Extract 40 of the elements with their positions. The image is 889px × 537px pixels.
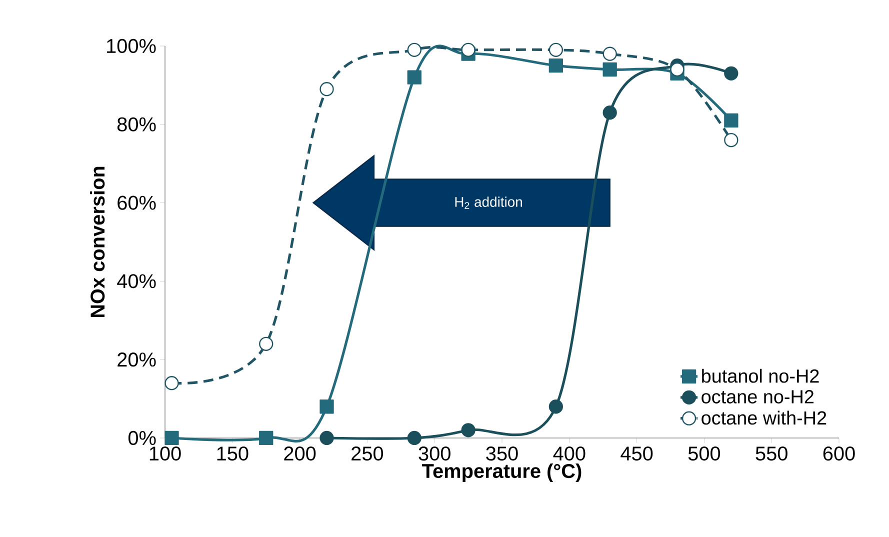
point: [670, 62, 684, 77]
x-tick-label: 200: [284, 446, 316, 461]
point: [548, 400, 563, 414]
point: [407, 70, 422, 84]
x-tick-label: 600: [823, 446, 855, 461]
point: [164, 430, 179, 446]
x-tick-label: 450: [620, 446, 653, 461]
legend-label: octane with-H2: [702, 410, 826, 425]
x-tick-label: 550: [756, 446, 788, 461]
x-tick-label: 100: [150, 446, 181, 461]
legend-label: octane no-H2: [702, 390, 814, 404]
x-tick-label: 400: [553, 446, 586, 461]
point: [602, 62, 617, 77]
y-tick-label: 0%: [128, 430, 156, 446]
point: [461, 42, 476, 57]
annotation: H$_{2}$ addition: [455, 196, 522, 209]
point: [259, 430, 274, 446]
y-tick-label: 100%: [107, 38, 156, 54]
point: [548, 42, 563, 57]
x-tick-label: 350: [486, 446, 518, 461]
x-tick-label: 300: [418, 446, 450, 461]
y-tick-label: 80%: [117, 117, 156, 132]
point: [724, 113, 738, 128]
point: [548, 58, 563, 73]
x-tick-label: 250: [352, 446, 384, 461]
y-tick-label: 20%: [118, 352, 156, 367]
point: [407, 430, 422, 446]
point: [724, 66, 738, 80]
point: [320, 430, 334, 446]
point: [320, 82, 334, 96]
x-tick-label: 150: [217, 446, 248, 461]
x-axis-title: Temperature (°C): [422, 463, 582, 482]
y-tick-label: 60%: [118, 196, 156, 210]
point: [602, 106, 617, 120]
legend-label: butanol no-H2: [702, 368, 819, 383]
y-tick-label: 40%: [117, 274, 156, 288]
y-axis-title: NOx conversion: [90, 166, 105, 318]
point: [320, 400, 334, 414]
x-tick-label: 500: [688, 446, 720, 461]
point: [461, 423, 476, 438]
